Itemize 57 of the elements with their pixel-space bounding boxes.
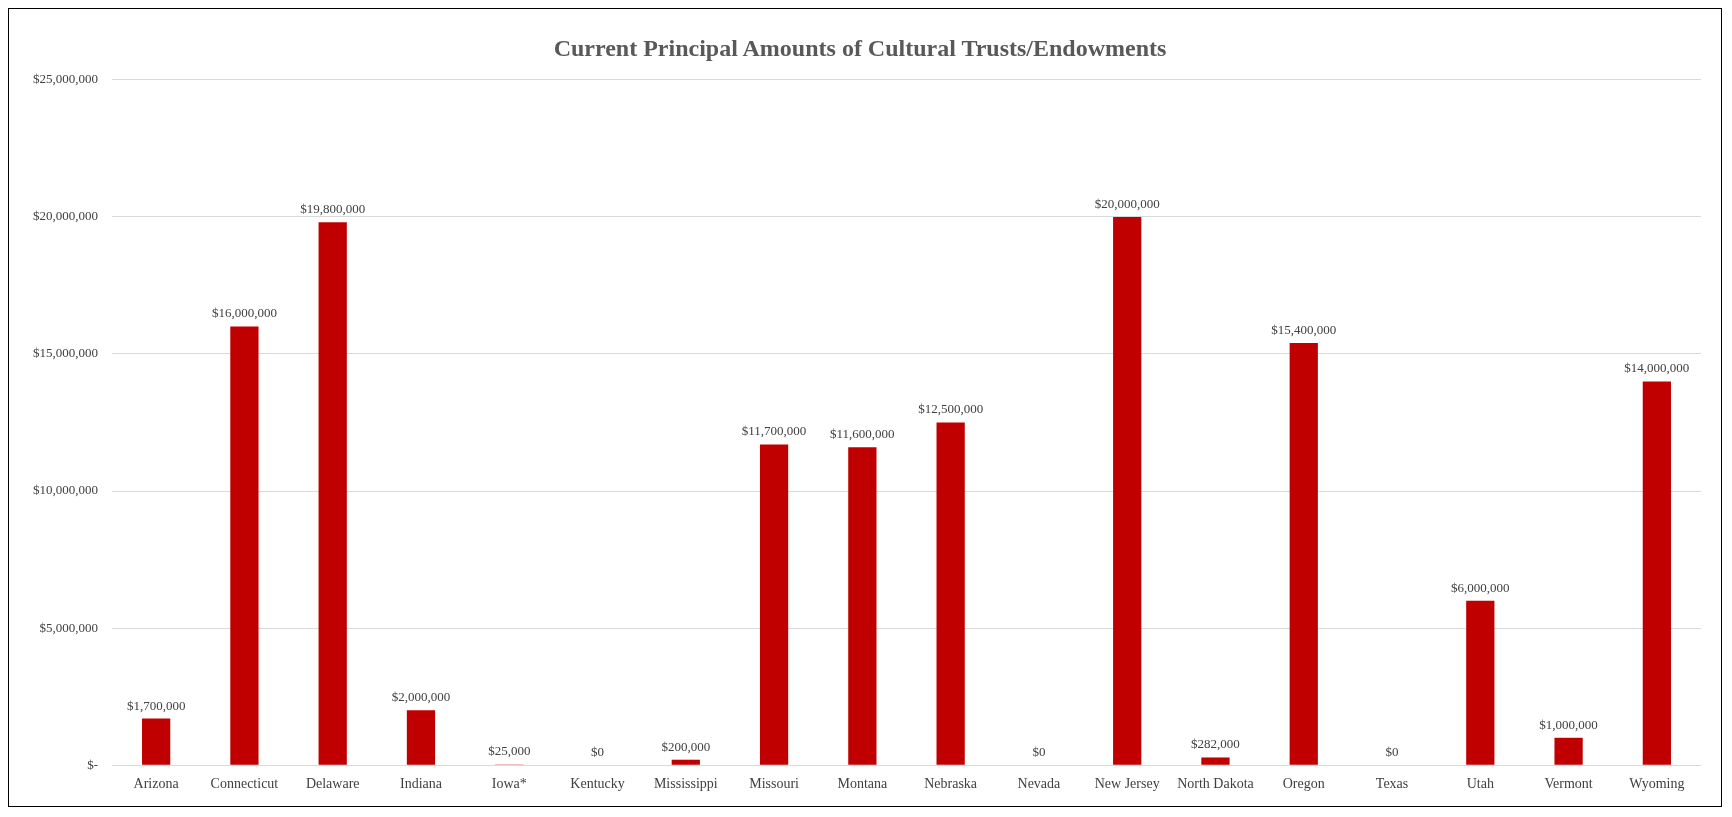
bar: [848, 447, 877, 765]
x-tick-label: Missouri: [749, 776, 800, 792]
x-tick-label: New Jersey: [1094, 776, 1160, 792]
data-label: $282,000: [1191, 736, 1240, 752]
x-tick-label: Connecticut: [210, 776, 279, 792]
x-tick-label: Kentucky: [570, 776, 625, 792]
data-label: $14,000,000: [1624, 360, 1690, 376]
x-tick-label: Montana: [837, 776, 889, 792]
x-tick-label: Delaware: [305, 776, 360, 792]
data-label: $19,800,000: [300, 201, 366, 217]
x-tick-label: North Dakota: [1177, 776, 1255, 792]
x-tick-label: Arizona: [133, 776, 180, 792]
data-label: $0: [1032, 744, 1046, 760]
bar: [142, 718, 171, 765]
data-label: $0: [1385, 744, 1399, 760]
bar: [1289, 342, 1318, 765]
data-label: $11,700,000: [741, 423, 807, 439]
bar: [230, 326, 259, 765]
x-tick-label: Utah: [1466, 776, 1494, 792]
data-label: $20,000,000: [1094, 195, 1160, 211]
x-tick-label: Texas: [1375, 776, 1409, 792]
x-tick-label: Iowa*: [491, 776, 527, 792]
data-label: $16,000,000: [211, 305, 277, 321]
y-tick-label: $5,000,000: [39, 619, 98, 635]
y-tick-label: $20,000,000: [33, 208, 98, 224]
bar: [1642, 381, 1671, 765]
bar: [318, 222, 347, 765]
y-tick-label: $15,000,000: [33, 345, 98, 361]
x-tick-label: Nevada: [1017, 776, 1062, 792]
bar: [406, 710, 436, 765]
bar: [1554, 737, 1583, 765]
x-tick-label: Oregon: [1282, 776, 1325, 792]
data-label: $12,500,000: [918, 401, 984, 417]
data-label: $11,600,000: [830, 426, 895, 442]
data-label: $6,000,000: [1451, 579, 1510, 595]
bar: [936, 422, 965, 765]
data-label: $15,400,000: [1271, 321, 1337, 337]
y-tick-label: $25,000,000: [33, 71, 98, 87]
data-label: $25,000: [488, 743, 531, 759]
x-tick-label: Indiana: [399, 776, 443, 792]
data-label: $2,000,000: [391, 689, 451, 705]
bar: [671, 759, 700, 765]
x-tick-label: Mississippi: [653, 776, 718, 792]
data-label: $1,000,000: [1539, 716, 1598, 732]
x-tick-label: Nebraska: [924, 776, 978, 792]
x-tick-label: Wyoming: [1629, 776, 1685, 792]
data-label: $1,700,000: [126, 697, 186, 713]
data-label: $0: [591, 744, 605, 760]
bar: [1113, 216, 1142, 765]
chart-title: Current Principal Amounts of Cultural Trusts/Endowments: [553, 34, 1167, 61]
bar: [1201, 757, 1230, 765]
y-tick-label: $10,000,000: [33, 482, 98, 498]
y-tick-label: $-: [87, 756, 98, 772]
data-label: $200,000: [661, 738, 711, 754]
bar: [759, 444, 789, 765]
bar: [1466, 600, 1495, 765]
x-tick-label: Vermont: [1544, 776, 1593, 792]
